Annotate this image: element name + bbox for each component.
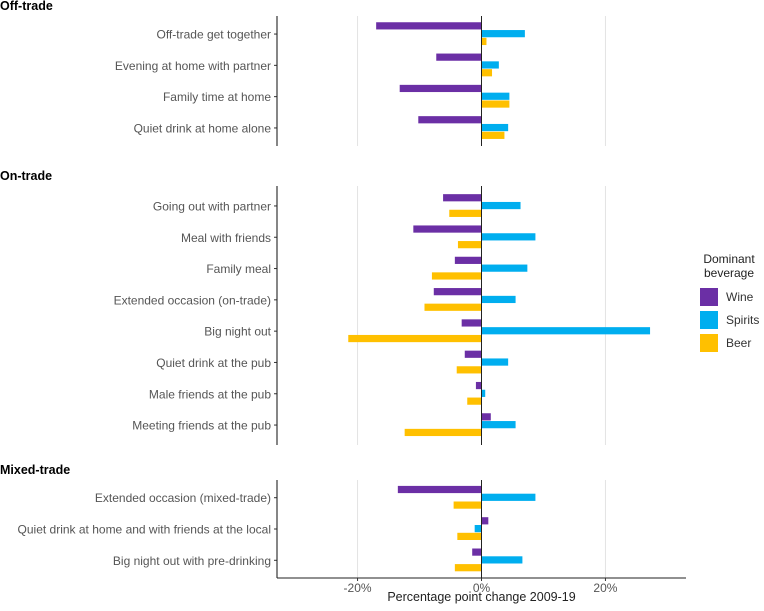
bar-wine bbox=[472, 548, 482, 556]
bar-beer bbox=[404, 428, 482, 437]
bar-beer bbox=[481, 37, 487, 46]
bar-wine bbox=[454, 256, 482, 264]
bar-spirits bbox=[481, 327, 651, 335]
bar-wine bbox=[461, 319, 482, 327]
panel-on-trade: On-trade Going out with partner Meal with … bbox=[0, 169, 651, 445]
bar-wine bbox=[436, 53, 482, 61]
bar-wine bbox=[397, 485, 482, 494]
bar-spirits bbox=[481, 389, 486, 397]
bar-spirits bbox=[481, 61, 499, 69]
category-label: Meal with friends bbox=[181, 231, 271, 245]
bar-spirits bbox=[481, 233, 536, 241]
legend-key-spirits bbox=[700, 310, 718, 329]
bar-beer bbox=[467, 397, 482, 405]
category-label: Going out with partner bbox=[153, 199, 271, 213]
bar-wine bbox=[376, 22, 482, 30]
legend-key-wine bbox=[700, 287, 718, 306]
category-label: Male friends at the pub bbox=[149, 387, 271, 401]
legend-label-spirits: Spirits bbox=[726, 312, 760, 327]
category-label: Quiet drink at home and with friends at … bbox=[18, 523, 271, 537]
x-tick-label: 0% bbox=[473, 581, 491, 595]
bar-wine bbox=[481, 517, 489, 525]
category-label: Extended occasion (mixed-trade) bbox=[95, 491, 271, 505]
bar-beer bbox=[424, 303, 482, 311]
category-label: Family meal bbox=[206, 262, 271, 276]
bar-spirits bbox=[481, 556, 523, 564]
category-label: Big night out with pre-drinking bbox=[113, 554, 271, 568]
bar-wine bbox=[443, 194, 482, 202]
bar-spirits bbox=[481, 358, 509, 366]
category-label: Quiet drink at the pub bbox=[156, 356, 271, 370]
legend-label-beer: Beer bbox=[726, 335, 752, 350]
bar-beer bbox=[457, 532, 482, 540]
legend-item-wine: Wine bbox=[694, 285, 764, 308]
bar-beer bbox=[348, 334, 482, 343]
bar-beer bbox=[456, 366, 482, 374]
bar-beer bbox=[481, 131, 505, 139]
category-label: Off-trade get together bbox=[156, 28, 271, 42]
bar-beer bbox=[481, 69, 493, 77]
legend-title-line-1: Dominant bbox=[703, 252, 755, 266]
panel-title-mixed-trade: Mixed-trade bbox=[0, 463, 70, 477]
category-label: Big night out bbox=[204, 325, 271, 339]
bar-beer bbox=[453, 501, 482, 509]
panel-mixed-trade: Mixed-trade Extended occasion (mixed-trad… bbox=[0, 463, 606, 578]
panel-title-off-trade: Off-trade bbox=[0, 0, 53, 13]
category-label: Quiet drink at home alone bbox=[134, 121, 272, 135]
panel-off-trade: Off-trade Off-trade get together Evening a… bbox=[0, 0, 606, 146]
x-tick-label: 20% bbox=[593, 581, 617, 595]
legend-item-spirits: Spirits bbox=[694, 308, 764, 331]
bar-beer bbox=[481, 100, 510, 108]
bar-wine bbox=[481, 413, 491, 421]
bar-wine bbox=[418, 116, 482, 124]
legend-title-line-2: beverage bbox=[703, 266, 755, 280]
bar-spirits bbox=[481, 295, 516, 304]
panel-title-on-trade: On-trade bbox=[0, 169, 52, 183]
x-axis-title: Percentage point change 2009-19 bbox=[387, 590, 575, 604]
bar-wine bbox=[464, 350, 482, 358]
bar-wine bbox=[399, 84, 482, 93]
bar-beer bbox=[454, 564, 482, 572]
category-label: Extended occasion (on-trade) bbox=[114, 293, 271, 307]
bar-beer bbox=[431, 272, 482, 280]
bar-wine bbox=[433, 288, 482, 296]
legend: Dominant beverage Wine Spirits Beer bbox=[694, 252, 764, 354]
bar-spirits bbox=[481, 421, 516, 429]
legend-item-beer: Beer bbox=[694, 331, 764, 354]
x-tick-label: -20% bbox=[344, 581, 372, 595]
category-label: Meeting friends at the pub bbox=[132, 419, 271, 433]
bar-beer bbox=[457, 241, 482, 249]
bar-spirits bbox=[481, 123, 509, 132]
bar-spirits bbox=[474, 525, 482, 533]
category-label: Family time at home bbox=[163, 90, 271, 104]
bar-spirits bbox=[481, 30, 525, 38]
bar-wine bbox=[413, 225, 482, 233]
bar-spirits bbox=[481, 264, 528, 272]
bar-spirits bbox=[481, 201, 521, 210]
category-label: Evening at home with partner bbox=[115, 59, 271, 73]
bar-wine bbox=[475, 381, 482, 390]
bar-beer bbox=[449, 209, 482, 217]
legend-label-wine: Wine bbox=[726, 289, 754, 304]
bar-spirits bbox=[481, 92, 510, 100]
bar-spirits bbox=[481, 493, 536, 501]
legend-key-beer bbox=[700, 333, 718, 352]
